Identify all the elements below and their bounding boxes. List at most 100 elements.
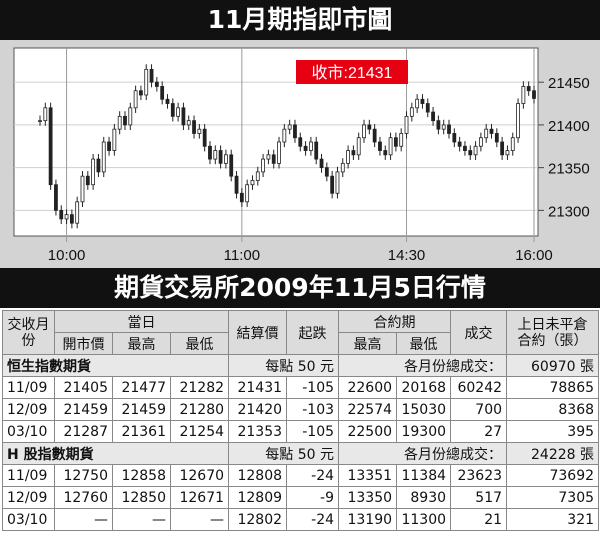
cell-volume: 517 — [450, 486, 508, 509]
cell-volume: 60242 — [450, 376, 508, 399]
candle-body — [484, 128, 489, 139]
candle-body — [431, 111, 435, 122]
cell-change: -9 — [286, 486, 340, 509]
cell-month: 11/09 — [2, 376, 55, 399]
cell-chigh: 13351 — [338, 464, 398, 487]
table-row: 11/09 21405 21477 21282 21431 -105 22600 20168 6… — [2, 376, 600, 399]
candle-body — [415, 98, 420, 109]
cell-open: 12760 — [54, 486, 113, 509]
cell-settle: 21420 — [228, 398, 288, 421]
close-label-box — [296, 60, 408, 84]
candle-body — [319, 158, 324, 169]
candle-body — [202, 128, 207, 147]
col-low: 最低 — [169, 332, 230, 355]
candle-body — [409, 107, 414, 117]
cell-oi: 395 — [506, 420, 600, 443]
table-row: 12/09 21459 21459 21280 21420 -103 22574 15030 7… — [2, 398, 600, 421]
cell-change: -24 — [286, 508, 340, 531]
candle-body — [378, 141, 382, 151]
candle-body — [234, 175, 239, 194]
cell-low: — — [169, 508, 230, 531]
cell-volume: 23623 — [450, 464, 508, 487]
cell-open: 21405 — [54, 376, 113, 399]
col-open: 開市價 — [54, 332, 113, 355]
table-row: 03/10— — —12802 -24 13190 11300 21 321 — [2, 508, 600, 531]
cell-change: -24 — [286, 464, 340, 487]
group-per-point: 每點 50 元 — [228, 354, 340, 377]
candle-body — [38, 120, 42, 123]
candle-body — [197, 128, 202, 134]
candle-body — [144, 68, 149, 96]
candle-body — [457, 141, 462, 147]
col-high: 最高 — [112, 332, 171, 355]
candle-body — [139, 90, 143, 96]
cell-oi: 73692 — [506, 464, 600, 487]
candle-body — [404, 115, 409, 134]
candle-body — [340, 162, 345, 173]
candle-body — [526, 86, 531, 92]
candle-body — [473, 145, 478, 156]
candle-body — [59, 209, 64, 220]
candle-body — [112, 128, 117, 151]
candle-body — [133, 90, 138, 109]
table-row: 11/09 12750 12858 12670 12808 -24 13351 11384 23… — [2, 464, 600, 487]
candle-body — [229, 154, 234, 177]
table-title: 期貨交易所2009年11月5日行情 — [0, 268, 600, 308]
candle-body — [170, 103, 175, 117]
cell-volume: 700 — [450, 398, 508, 421]
cell-high: 21459 — [112, 398, 171, 421]
cell-clow: 15030 — [396, 398, 452, 421]
cell-high: 21477 — [112, 376, 171, 399]
cell-open: 12750 — [54, 464, 113, 487]
candle-body — [441, 124, 446, 130]
candle-body — [298, 137, 303, 147]
col-contract: 合約期 — [338, 310, 452, 333]
candle-body — [303, 145, 308, 151]
candle-body — [447, 124, 451, 134]
cell-chigh: 22574 — [338, 398, 398, 421]
cell-settle: 12802 — [228, 508, 288, 531]
cell-settle: 21353 — [228, 420, 288, 443]
candle-body — [245, 184, 250, 203]
cell-oi: 8368 — [506, 398, 600, 421]
candle-body — [128, 107, 133, 126]
candle-body — [500, 141, 505, 156]
candle-body — [96, 158, 101, 173]
chart-area: 21300 21350 21400 21450 10:00 11:00 14:30 16:00… — [0, 40, 600, 268]
group-name: H 股指數期貨 — [1, 442, 230, 465]
candle-body — [181, 107, 186, 126]
cell-low: 21282 — [169, 376, 230, 399]
candle-body — [399, 133, 404, 147]
candle-body — [330, 175, 335, 194]
table-row: 03/10 21287 21361 21254 21353 -105 22500 19300 2… — [2, 420, 600, 443]
candle-body — [208, 145, 212, 160]
cell-high: 12850 — [112, 486, 171, 509]
candle-body — [218, 150, 223, 164]
group-per-point: 每點 50 元 — [228, 442, 340, 465]
candle-body — [532, 90, 536, 99]
cell-high: 12858 — [112, 464, 171, 487]
candle-body — [271, 154, 276, 164]
col-change: 起跌 — [286, 310, 340, 355]
x-tick-label: 14:30 — [388, 247, 426, 264]
chart-title: 11月期指即市圖 — [0, 0, 600, 40]
candle-body — [239, 192, 244, 203]
group-row: H 股指數期貨 每點 50 元各月份總成交： 24228 張 — [1, 442, 600, 465]
cell-low: 12670 — [169, 464, 230, 487]
cell-high: — — [112, 508, 171, 531]
intraday-chart: 21300 21350 21400 21450 10:00 11:00 14:30 16:00… — [13, 47, 590, 264]
candle-body — [277, 141, 281, 164]
candle-body — [85, 175, 90, 186]
group-total-label: 各月份總成交： — [338, 442, 508, 465]
x-tick-label: 16:00 — [515, 247, 553, 264]
candle-body — [80, 175, 85, 203]
candle-body — [266, 154, 271, 160]
cell-change: -105 — [286, 420, 340, 443]
cell-oi: 321 — [506, 508, 600, 531]
candle-body — [192, 120, 196, 134]
candle-body — [478, 137, 483, 147]
col-volume: 成交 — [450, 310, 508, 355]
cell-chigh: 13190 — [338, 508, 398, 531]
candle-body — [468, 150, 473, 156]
